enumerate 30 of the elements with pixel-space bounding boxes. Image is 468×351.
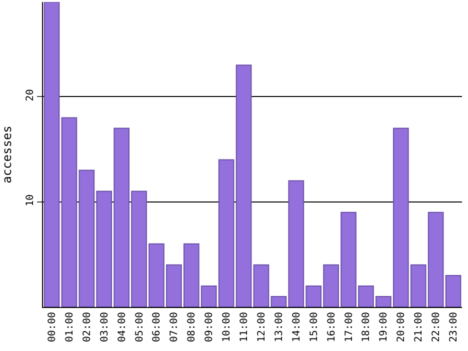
x-tick-label: 02:00: [82, 312, 93, 342]
x-tick-label: 20:00: [396, 312, 408, 342]
y-tick-label: 10: [25, 194, 36, 206]
bar: [445, 274, 462, 307]
x-tick-label: 21:00: [414, 312, 425, 342]
x-tick-label: 19:00: [378, 312, 390, 342]
x-tick-label: 08:00: [186, 312, 198, 342]
x-tick-label: 12:00: [256, 312, 268, 342]
x-tick-label: 09:00: [204, 312, 216, 342]
bar: [253, 264, 270, 307]
x-tick-label: 05:00: [134, 312, 146, 342]
x-tick-label: 11:00: [239, 312, 250, 342]
y-axis-title: accesses: [0, 126, 14, 184]
x-tick-label: 18:00: [361, 312, 372, 342]
x-tick-label: 13:00: [274, 312, 285, 342]
x-tick-label: 16:00: [326, 312, 338, 342]
x-tick-label: 07:00: [169, 312, 180, 342]
x-tick-label: 15:00: [308, 312, 320, 342]
x-tick-label: 14:00: [291, 312, 302, 342]
bar: [236, 64, 252, 307]
x-tick-label: 17:00: [344, 312, 355, 342]
x-tick-label: 23:00: [448, 312, 460, 342]
x-tick-label: 01:00: [64, 312, 76, 342]
y-tick-label: 20: [25, 89, 36, 102]
x-tick-label: 10:00: [222, 312, 233, 342]
x-tick-label: 04:00: [116, 312, 128, 342]
x-tick-label: 06:00: [152, 312, 163, 342]
x-tick-label: 03:00: [99, 312, 110, 342]
x-tick-label: 22:00: [431, 312, 442, 342]
x-tick-label: 00:00: [46, 312, 58, 342]
